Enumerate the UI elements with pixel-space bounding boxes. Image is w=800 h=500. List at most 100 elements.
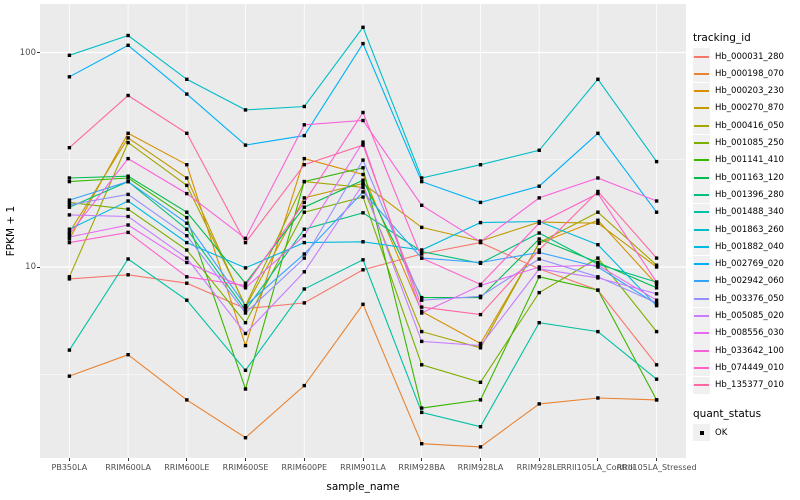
data-point (243, 436, 248, 440)
data-point (420, 329, 424, 334)
legend-color-line-icon (694, 297, 709, 300)
data-point (361, 185, 365, 190)
data-point (420, 252, 424, 256)
x-tick-label-RRIM600PE: RRIM600PE (281, 463, 328, 472)
data-point (185, 183, 189, 188)
data-point (185, 281, 189, 285)
legend-item-Hb_001882_040: Hb_001882_040 (693, 238, 784, 256)
data-point (243, 321, 248, 325)
x-tick-mark (421, 458, 423, 461)
data-point (126, 43, 130, 47)
data-point (126, 207, 130, 211)
data-point (420, 305, 424, 309)
data-point (537, 402, 541, 406)
data-point (67, 200, 72, 205)
y-tick-mark (37, 266, 40, 268)
legend-key-swatch (693, 151, 710, 169)
data-point (596, 329, 600, 334)
data-point (302, 383, 306, 388)
legend-color-line-icon (694, 263, 709, 266)
legend-item-Hb_002942_060: Hb_002942_060 (693, 272, 784, 290)
legend-item-Hb_008556_030: Hb_008556_030 (693, 324, 784, 342)
y-tick-label: 100 (19, 47, 36, 58)
x-tick-label-RRIM600LA: RRIM600LA (105, 463, 151, 472)
data-point (67, 53, 72, 57)
x-tick-mark (303, 458, 305, 461)
data-point (126, 156, 130, 161)
data-point (478, 380, 483, 384)
x-axis-title: sample_name (326, 481, 400, 493)
data-point (654, 301, 659, 305)
data-point (478, 425, 483, 429)
legend-label: Hb_000031_280 (715, 51, 784, 62)
data-point (420, 256, 424, 260)
data-point (185, 248, 189, 252)
legend-item-Hb_003376_050: Hb_003376_050 (693, 290, 784, 308)
data-point (126, 199, 130, 203)
data-point (126, 136, 130, 140)
data-point (185, 215, 189, 220)
data-point (537, 196, 541, 200)
legend-key-swatch (693, 186, 710, 204)
data-point (185, 398, 189, 402)
legend-key-swatch (693, 134, 710, 152)
data-point (67, 205, 72, 209)
data-point (185, 240, 189, 245)
data-point (361, 211, 365, 215)
data-point (537, 237, 541, 241)
data-point (302, 270, 306, 274)
plot-panel (40, 4, 686, 458)
legend: tracking_id Hb_000031_280 Hb_000198_070 Hb… (693, 0, 800, 500)
data-point (420, 225, 424, 230)
data-point (596, 191, 600, 196)
data-point (420, 295, 424, 300)
data-point (361, 41, 365, 46)
data-point (537, 221, 541, 225)
data-point (185, 275, 189, 279)
x-tick-mark (186, 458, 188, 461)
data-point (478, 346, 483, 350)
legend-key-swatch (693, 290, 710, 308)
data-point (185, 191, 189, 196)
legend-label: Hb_000198_070 (715, 68, 784, 79)
data-point (478, 343, 483, 348)
x-tick-mark (245, 458, 247, 461)
data-point (185, 260, 189, 265)
data-point (67, 277, 72, 281)
data-point (537, 240, 541, 245)
data-point (361, 110, 365, 115)
data-point (596, 218, 600, 222)
legend-item-Hb_001863_260: Hb_001863_260 (693, 221, 784, 238)
data-point (596, 288, 600, 292)
legend-item-Hb_001488_340: Hb_001488_340 (693, 203, 784, 221)
x-tick-label-RRIM600LE: RRIM600LE (164, 463, 210, 472)
legend-color-line-icon (694, 245, 709, 248)
legend-color-line-icon (694, 366, 709, 369)
legend-color-line-icon (694, 176, 709, 179)
data-point (361, 178, 365, 182)
data-point (537, 275, 541, 279)
data-point (67, 213, 72, 217)
legend-label: Hb_001396_280 (715, 189, 784, 200)
legend-item-Hb_001396_280: Hb_001396_280 (693, 186, 784, 204)
data-point (126, 230, 130, 235)
legend-key-swatch (693, 99, 710, 117)
data-point (126, 176, 130, 180)
data-point (654, 256, 659, 260)
legend-key-swatch (693, 203, 710, 221)
data-point (243, 266, 248, 270)
data-point (302, 163, 306, 167)
legend-color-line-icon (694, 384, 709, 387)
data-point (361, 172, 365, 177)
legend-key-swatch (693, 376, 710, 394)
data-point (126, 214, 130, 219)
data-point (67, 230, 72, 235)
data-point (67, 232, 72, 236)
data-point (126, 93, 130, 98)
legend-label: Hb_033642_100 (715, 345, 784, 356)
data-point (243, 311, 248, 315)
data-point (537, 267, 541, 271)
data-point (67, 240, 72, 245)
data-point (420, 298, 424, 302)
data-point (302, 287, 306, 291)
